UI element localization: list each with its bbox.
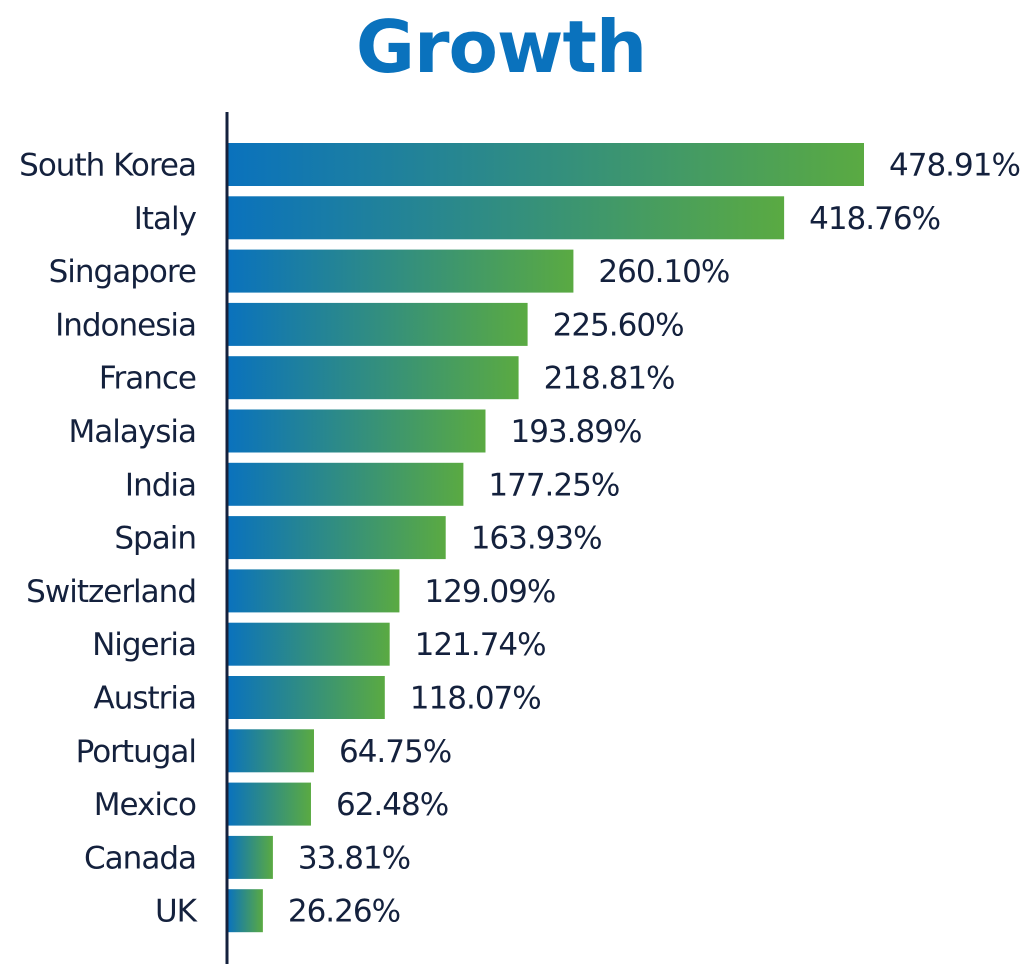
value-label-malaysia: 193.89% xyxy=(510,414,641,450)
bars-layer xyxy=(228,143,864,933)
bar-south-korea xyxy=(228,143,864,186)
value-label-south-korea: 478.91% xyxy=(889,148,1020,184)
value-label-canada: 33.81% xyxy=(298,840,410,876)
value-label-portugal: 64.75% xyxy=(339,734,451,770)
category-labels: South Korea Italy Singapore Indonesia France… xyxy=(19,148,199,930)
category-label-france: France xyxy=(99,361,196,397)
value-label-switzerland: 129.09% xyxy=(424,574,555,610)
value-label-austria: 118.07% xyxy=(410,681,541,717)
category-label-indonesia: Indonesia xyxy=(55,307,196,343)
category-label-uk: UK xyxy=(155,894,198,930)
value-labels: 478.91% 418.76% 260.10% 225.60% 218.81% 193.8… xyxy=(288,148,1021,930)
bar-canada xyxy=(228,835,273,879)
category-label-spain: Spain xyxy=(114,521,196,557)
category-label-india: India xyxy=(125,467,196,503)
bar-nigeria xyxy=(228,622,390,666)
category-label-south-korea: South Korea xyxy=(19,148,196,184)
bar-france xyxy=(228,356,519,400)
bar-india xyxy=(228,462,464,506)
bar-malaysia xyxy=(228,409,486,453)
bar-uk xyxy=(228,889,263,933)
value-label-uk: 26.26% xyxy=(288,894,400,930)
category-label-singapore: Singapore xyxy=(49,254,196,290)
value-label-spain: 163.93% xyxy=(471,521,602,557)
category-label-austria: Austria xyxy=(93,681,196,717)
chart-title: Growth xyxy=(356,5,646,89)
value-label-singapore: 260.10% xyxy=(598,254,729,290)
value-label-indonesia: 225.60% xyxy=(553,307,684,343)
category-label-portugal: Portugal xyxy=(76,734,196,770)
category-label-nigeria: Nigeria xyxy=(92,627,196,663)
category-label-switzerland: Switzerland xyxy=(26,574,196,610)
value-label-mexico: 62.48% xyxy=(336,787,448,823)
category-label-canada: Canada xyxy=(84,840,196,876)
category-label-malaysia: Malaysia xyxy=(69,414,196,450)
bar-italy xyxy=(228,196,785,240)
bar-mexico xyxy=(228,782,311,826)
category-label-italy: Italy xyxy=(134,201,197,237)
bar-switzerland xyxy=(228,569,400,613)
value-label-italy: 418.76% xyxy=(809,201,940,237)
value-label-india: 177.25% xyxy=(488,467,619,503)
bar-singapore xyxy=(228,249,574,293)
bar-portugal xyxy=(228,729,314,773)
bar-austria xyxy=(228,676,385,719)
value-label-france: 218.81% xyxy=(544,361,675,397)
bar-indonesia xyxy=(228,302,528,346)
bar-spain xyxy=(228,516,446,560)
value-label-nigeria: 121.74% xyxy=(415,627,546,663)
category-label-mexico: Mexico xyxy=(94,787,196,823)
